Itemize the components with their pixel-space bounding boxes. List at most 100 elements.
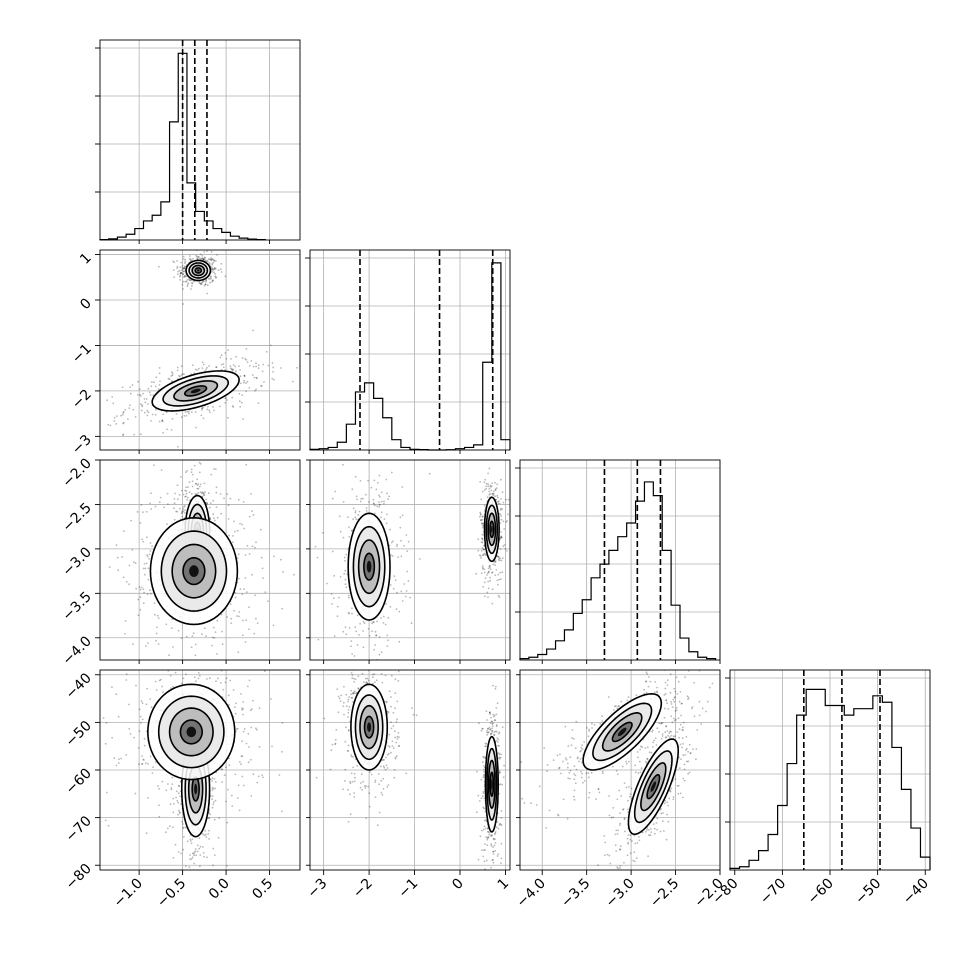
sample-point <box>399 526 402 529</box>
sample-point <box>481 727 484 730</box>
sample-point <box>384 623 387 626</box>
sample-point <box>354 678 357 681</box>
sample-point <box>238 577 240 580</box>
sample-point <box>573 778 576 781</box>
sample-point <box>495 739 498 742</box>
sample-point <box>111 686 113 688</box>
sample-point <box>489 579 492 582</box>
sample-point <box>196 850 199 853</box>
sample-point <box>154 680 157 683</box>
sample-point <box>504 548 507 550</box>
sample-point <box>209 263 211 265</box>
sample-point <box>224 397 227 399</box>
sample-point <box>160 469 163 471</box>
sample-point <box>141 702 144 704</box>
sample-point <box>384 768 387 771</box>
sample-point <box>185 486 187 488</box>
sample-point <box>241 709 243 711</box>
sample-point <box>201 409 203 411</box>
sample-point <box>583 741 585 743</box>
sample-point <box>355 495 358 498</box>
sample-point <box>198 461 201 464</box>
sample-point <box>367 679 370 682</box>
sample-point <box>203 363 205 366</box>
sample-point <box>376 481 379 484</box>
sample-point <box>485 836 488 839</box>
sample-point <box>201 407 204 410</box>
sample-point <box>588 796 590 799</box>
contour-line <box>359 704 379 750</box>
sample-point <box>483 849 485 852</box>
sample-point <box>377 773 380 775</box>
sample-point <box>343 713 345 716</box>
sample-point <box>488 467 491 470</box>
sample-point <box>497 555 500 558</box>
sample-point <box>491 571 493 574</box>
sample-point <box>380 491 383 494</box>
sample-point <box>239 375 242 378</box>
sample-point <box>390 541 393 544</box>
sample-point <box>185 492 188 495</box>
sample-point <box>248 364 251 367</box>
sample-point <box>492 722 494 725</box>
sample-point <box>498 757 501 760</box>
sample-point <box>199 257 202 260</box>
sample-point <box>494 564 496 566</box>
sample-point <box>144 662 146 664</box>
sample-point <box>213 409 215 412</box>
sample-point <box>181 820 184 823</box>
sample-point <box>243 379 246 382</box>
sample-point <box>179 272 182 274</box>
sample-point <box>359 622 361 625</box>
sample-point <box>251 374 254 376</box>
sample-point <box>261 774 263 776</box>
sample-point <box>365 785 367 787</box>
sample-point <box>201 281 204 284</box>
sample-point <box>179 781 182 783</box>
sample-point <box>191 282 193 284</box>
sample-point <box>487 827 489 829</box>
contour-line <box>182 556 206 586</box>
sample-point <box>644 648 646 650</box>
sample-point <box>494 489 497 492</box>
sample-point <box>145 762 147 765</box>
sample-point <box>331 550 334 553</box>
sample-point <box>482 828 485 831</box>
sample-point <box>190 259 193 261</box>
sample-point <box>226 493 229 495</box>
sample-point <box>194 656 196 658</box>
sample-point <box>342 656 344 658</box>
sample-point <box>188 279 191 281</box>
sample-point <box>182 823 184 825</box>
sample-point <box>494 495 496 498</box>
panels-layer <box>95 39 931 871</box>
sample-point <box>177 851 180 853</box>
sample-point <box>497 827 500 830</box>
sample-point <box>488 831 491 834</box>
sample-point <box>191 473 194 476</box>
sample-point <box>482 548 485 551</box>
sample-point <box>557 814 560 817</box>
sample-point <box>247 732 250 735</box>
sample-point <box>482 855 484 858</box>
sample-point <box>486 836 489 839</box>
sample-point <box>495 569 498 571</box>
sample-point <box>372 503 375 505</box>
sample-point <box>608 795 610 797</box>
sample-point <box>198 256 201 258</box>
sample-point <box>347 821 350 823</box>
sample-point <box>348 696 351 698</box>
sample-point <box>488 487 491 490</box>
sample-point <box>197 677 200 680</box>
sample-point <box>356 764 359 767</box>
sample-point <box>489 564 491 567</box>
sample-point <box>211 636 214 639</box>
sample-point <box>486 574 488 576</box>
sample-point <box>494 687 497 690</box>
sample-point <box>487 580 490 583</box>
sample-point <box>189 258 192 261</box>
sample-point <box>480 797 483 800</box>
sample-point <box>142 588 145 591</box>
sample-point <box>207 492 210 495</box>
sample-point <box>374 796 377 798</box>
